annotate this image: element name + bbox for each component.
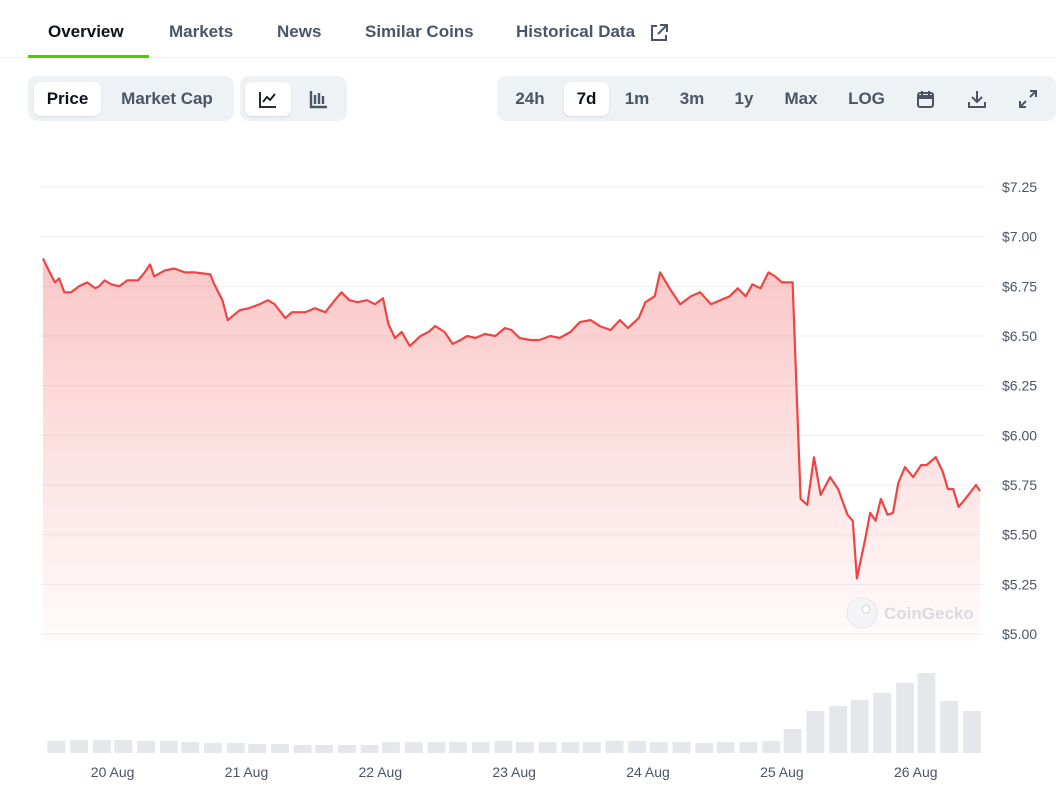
toggle-button[interactable]: Price bbox=[34, 82, 101, 116]
tab[interactable]: Similar Coins bbox=[365, 22, 474, 41]
volume-bar bbox=[70, 740, 89, 753]
range-button[interactable]: 7d bbox=[564, 82, 609, 116]
candle-chart-button[interactable] bbox=[296, 82, 342, 116]
volume-bar bbox=[471, 742, 490, 753]
volume-bar bbox=[783, 729, 802, 753]
volume-bar bbox=[672, 742, 691, 753]
range-button[interactable]: 1y bbox=[734, 89, 754, 108]
x-tick-label: 24 Aug bbox=[626, 764, 670, 780]
range-button[interactable]: 1m bbox=[624, 89, 650, 108]
volume-bar bbox=[762, 741, 781, 753]
volume-bar bbox=[963, 711, 981, 753]
watermark: CoinGecko bbox=[846, 597, 974, 629]
volume-bar bbox=[695, 743, 714, 753]
volume-bar bbox=[226, 743, 245, 753]
tab-divider bbox=[0, 57, 1056, 58]
x-tick-label: 20 Aug bbox=[91, 764, 135, 780]
y-tick-label: $6.75 bbox=[1002, 278, 1037, 294]
x-tick-label: 25 Aug bbox=[760, 764, 804, 780]
calendar-icon[interactable] bbox=[916, 89, 936, 109]
fullscreen-icon[interactable] bbox=[1018, 89, 1038, 109]
external-link-icon bbox=[651, 24, 668, 41]
price-line bbox=[42, 258, 981, 580]
range-button[interactable]: 3m bbox=[679, 89, 705, 108]
volume-bar bbox=[47, 741, 66, 753]
active-tab-indicator bbox=[28, 55, 149, 58]
volume-bar bbox=[494, 741, 513, 753]
volume-bar bbox=[337, 745, 356, 753]
volume-bar bbox=[159, 741, 178, 753]
volume-bar bbox=[404, 742, 423, 753]
line-chart-button[interactable] bbox=[245, 82, 291, 116]
x-tick-label: 26 Aug bbox=[894, 764, 938, 780]
price-area bbox=[43, 258, 980, 641]
y-tick-label: $5.25 bbox=[1002, 576, 1037, 592]
volume-bar bbox=[806, 711, 825, 753]
volume-bar bbox=[605, 741, 624, 753]
volume-bar bbox=[628, 741, 647, 753]
volume-bar bbox=[382, 742, 400, 753]
download-icon[interactable] bbox=[967, 89, 987, 109]
tab[interactable]: News bbox=[277, 22, 322, 41]
volume-bar bbox=[204, 743, 222, 753]
volume-bar bbox=[850, 700, 869, 753]
tab[interactable]: Markets bbox=[169, 22, 234, 41]
volume-bar bbox=[92, 740, 111, 753]
range-group: 24h 7d 1m 3m 1y Max LOG bbox=[497, 76, 1056, 121]
volume-bar bbox=[293, 745, 312, 753]
volume-bar bbox=[716, 742, 735, 753]
volume-bar bbox=[829, 706, 848, 753]
volume-bar bbox=[114, 740, 133, 753]
chart-toggle-group: Price Market Cap bbox=[28, 76, 234, 121]
volume-bar bbox=[271, 744, 289, 753]
tab[interactable]: Overview bbox=[48, 22, 124, 41]
x-tick-label: 23 Aug bbox=[492, 764, 536, 780]
x-tick-label: 22 Aug bbox=[359, 764, 403, 780]
y-tick-label: $5.50 bbox=[1002, 527, 1037, 543]
volume-bar bbox=[917, 673, 936, 753]
volume-bar bbox=[873, 693, 892, 753]
y-tick-label: $5.75 bbox=[1002, 477, 1037, 493]
x-tick-label: 21 Aug bbox=[225, 764, 269, 780]
candle-icon bbox=[309, 91, 327, 109]
log-button[interactable]: LOG bbox=[848, 89, 885, 108]
volume-bar bbox=[561, 742, 580, 753]
y-tick-label: $7.25 bbox=[1002, 179, 1037, 195]
volume-bar bbox=[940, 701, 959, 753]
volume-bar bbox=[649, 742, 668, 753]
volume-bar bbox=[427, 742, 446, 753]
y-tick-label: $5.00 bbox=[1002, 626, 1037, 642]
range-button[interactable]: 24h bbox=[515, 89, 545, 108]
volume-bar bbox=[538, 742, 557, 753]
watermark-text: CoinGecko bbox=[884, 604, 974, 623]
volume-bar bbox=[248, 744, 267, 753]
y-tick-label: $6.00 bbox=[1002, 427, 1037, 443]
volume-bar bbox=[315, 745, 334, 753]
volume-bar bbox=[582, 742, 601, 753]
volume-bar bbox=[896, 683, 914, 753]
tab[interactable]: Historical Data bbox=[516, 22, 636, 41]
volume-bar bbox=[515, 742, 534, 753]
y-tick-label: $7.00 bbox=[1002, 229, 1037, 245]
y-tick-label: $6.50 bbox=[1002, 328, 1037, 344]
toggle-button[interactable]: Market Cap bbox=[121, 89, 213, 108]
chart-style-group bbox=[240, 76, 347, 121]
volume-bar bbox=[137, 741, 155, 753]
range-button[interactable]: Max bbox=[784, 89, 818, 108]
line-icon bbox=[259, 92, 276, 108]
volume-bar bbox=[360, 745, 379, 753]
y-tick-label: $6.25 bbox=[1002, 378, 1037, 394]
volume-bar bbox=[181, 742, 200, 753]
volume-bar bbox=[449, 742, 467, 753]
volume-bar bbox=[739, 742, 758, 753]
